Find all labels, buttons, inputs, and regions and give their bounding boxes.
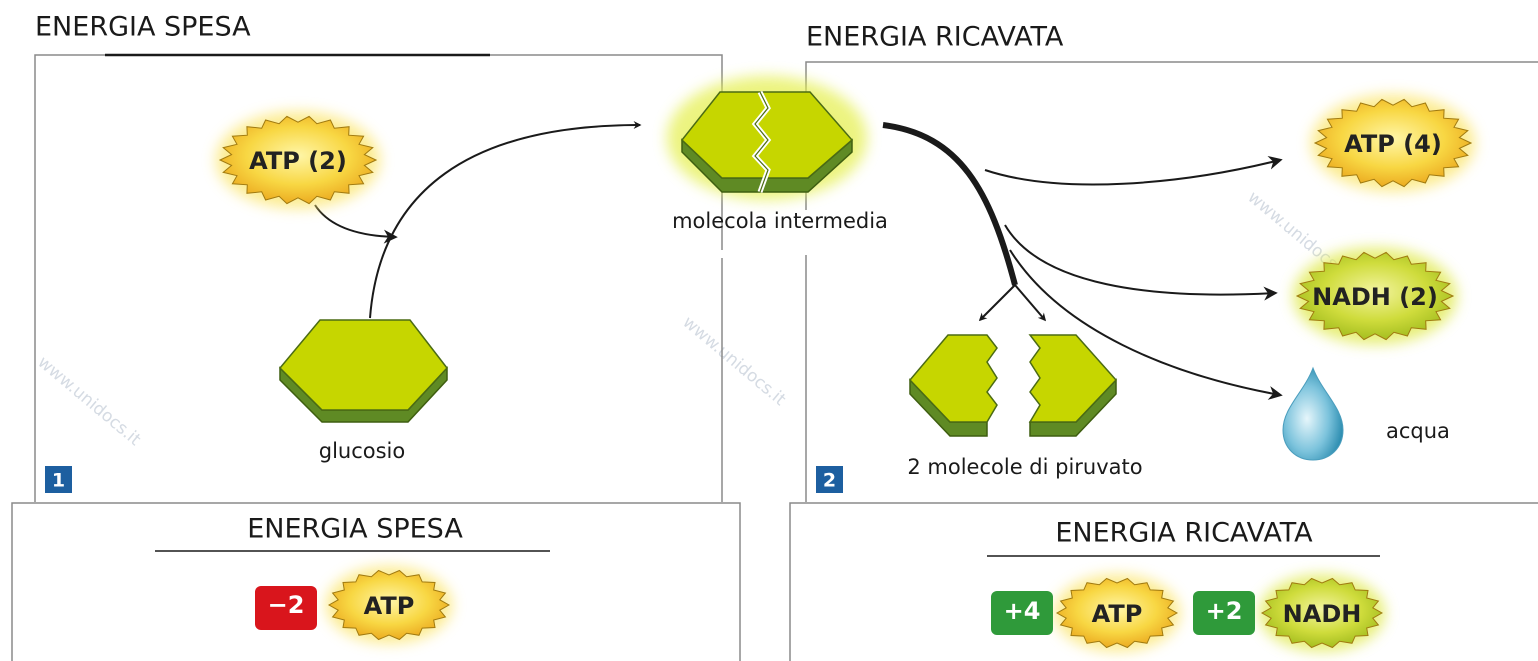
- intermediate-molecule: [667, 76, 867, 200]
- pyruvate-1: [910, 335, 997, 436]
- summary-heading: ENERGIA SPESA: [247, 514, 463, 545]
- pyruvate-label: 2 molecole di piruvato: [907, 455, 1142, 479]
- arrow-atp-out: [985, 160, 1280, 184]
- atp-badge-label: ATP (4): [1344, 130, 1442, 158]
- water-drop: [1283, 368, 1343, 460]
- heading-spent: ENERGIA SPESA: [35, 12, 251, 43]
- arrow-atp-in: [315, 205, 395, 237]
- arrow-nadh-out: [1005, 225, 1275, 295]
- body: www.unidocs.it www.unidocs.it www.unidoc…: [0, 0, 1538, 661]
- atp-badge-label: ATP (2): [249, 147, 347, 175]
- watermark: www.unidocs.it: [34, 352, 145, 450]
- molecule: NADH: [1283, 600, 1362, 628]
- molecule: ATP: [364, 592, 415, 620]
- nadh-badge-label: NADH (2): [1312, 283, 1438, 311]
- pyruvate-face: [1030, 335, 1116, 422]
- pyruvate-2: [1030, 335, 1116, 436]
- glucose: [280, 320, 447, 422]
- watermark: www.unidocs.it: [679, 312, 790, 410]
- summary-heading: ENERGIA RICAVATA: [1055, 518, 1313, 549]
- arrow-pyruvate-2: [1015, 285, 1045, 320]
- step-number: 1: [52, 470, 65, 492]
- step-number: 2: [823, 470, 836, 492]
- page: Glicolisi {"step1": {"heading": "ENERGIA…: [0, 0, 1538, 661]
- glucose-label: glucosio: [319, 439, 406, 463]
- amount: +2: [1206, 597, 1243, 625]
- water-label: acqua: [1386, 419, 1450, 443]
- molecule: ATP: [1092, 600, 1143, 628]
- pyruvate-face: [910, 335, 997, 422]
- amount: −2: [268, 591, 305, 619]
- amount: +4: [1004, 597, 1041, 625]
- intermediate-label: molecola intermedia: [672, 209, 888, 233]
- arrow-glucose: [370, 125, 640, 318]
- diagram: www.unidocs.it www.unidocs.it www.unidoc…: [0, 0, 1538, 661]
- heading-gained: ENERGIA RICAVATA: [806, 22, 1064, 53]
- arrow-pyruvate-1: [980, 285, 1015, 320]
- arrow-split: [883, 125, 1015, 285]
